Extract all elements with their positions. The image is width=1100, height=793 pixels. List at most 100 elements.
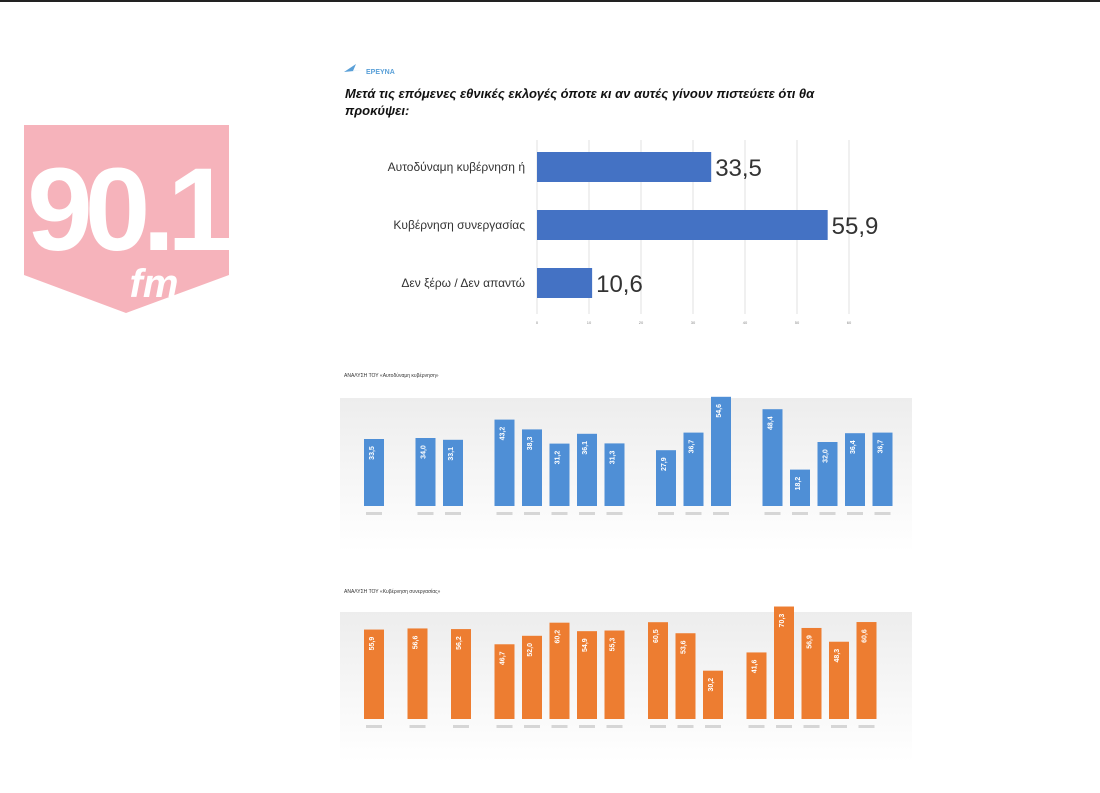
bar-label-g1-0: 34,0 <box>421 445 428 459</box>
bar-label-g3-3: 54,9 <box>582 638 589 652</box>
logo-subtext: fm <box>130 262 179 306</box>
axis-label-placeholder-g0-0 <box>366 512 382 515</box>
bar-1 <box>537 210 828 240</box>
bar-g5-4 <box>856 622 877 719</box>
bar-g4-2 <box>703 670 723 719</box>
axis-label-placeholder-g4-2 <box>705 725 721 728</box>
bar-g3-1 <box>683 432 704 506</box>
bar-label-g3-4: 55,3 <box>610 638 617 652</box>
bar-label-g3-0: 27,9 <box>661 457 668 471</box>
bar-label-g4-0: 48,4 <box>768 416 775 430</box>
radio-logo: 90.1 fm <box>24 125 229 313</box>
bar-g4-3 <box>845 433 865 506</box>
bar-g4-1 <box>675 633 696 719</box>
axis-label-placeholder-g4-1 <box>792 512 808 515</box>
axis-label-placeholder-g5-2 <box>803 725 820 728</box>
breakdown-2-chart: 55,9 56,6 56,2 46,7 52,0 60,2 54,9 55,3 60,5 53,6… <box>364 606 877 728</box>
bar-label-g5-0: 41,6 <box>752 660 759 674</box>
axis-label-placeholder-g4-0 <box>650 725 666 728</box>
bar-label-g5-3: 48,3 <box>834 649 841 663</box>
axis-label-placeholder-g1-1 <box>445 512 461 515</box>
bar-g1-0 <box>407 628 428 719</box>
axis-label-placeholder-g3-2 <box>551 725 568 728</box>
bar-g5-0 <box>746 652 767 719</box>
axis-label-placeholder-g2-1 <box>524 512 540 515</box>
bar-value-label-2: 10,6 <box>596 271 643 298</box>
axis-label-placeholder-g4-4 <box>874 512 891 515</box>
bar-label-g5-4: 60,6 <box>862 629 869 643</box>
pollster-logo: ΕΡΕΥΝΑ <box>344 64 395 76</box>
x-tick-label-6: 60 <box>847 320 852 325</box>
bar-label-g2-1: 38,3 <box>527 436 534 450</box>
bar-label-g5-1: 70,3 <box>779 614 786 628</box>
bar-0 <box>537 152 712 182</box>
main-question: Μετά τις επόμενες εθνικές εκλογές όποτε … <box>345 86 815 118</box>
bar-label-g3-2: 60,2 <box>555 630 562 644</box>
bar-label-g2-3: 36,1 <box>582 441 589 455</box>
bar-label-g4-0: 60,5 <box>653 629 660 643</box>
bar-g1-1 <box>443 439 463 506</box>
axis-label-placeholder-g3-4 <box>606 725 623 728</box>
axis-label-placeholder-g5-4 <box>858 725 875 728</box>
bar-g5-3 <box>829 641 849 719</box>
bar-label-g3-1: 36,7 <box>689 440 696 454</box>
axis-label-placeholder-g2-0 <box>453 725 469 728</box>
bar-g3-2 <box>549 622 570 719</box>
bar-g4-0 <box>762 409 783 506</box>
bar-label-g5-2: 56,9 <box>807 635 814 649</box>
bar-value-label-1: 55,9 <box>832 213 879 240</box>
bar-g2-2 <box>549 443 570 506</box>
axis-label-placeholder-g1-0 <box>417 512 434 515</box>
axis-label-placeholder-g3-2 <box>713 512 729 515</box>
main-bar-chart: 0 10 20 30 40 50 60 Αυτοδύναμη κυβέρνηση ή 33,5 Κ… <box>388 140 879 325</box>
axis-label-placeholder-g4-3 <box>847 512 863 515</box>
axis-label-placeholder-g5-3 <box>831 725 847 728</box>
bar-label-g2-0: 56,2 <box>456 636 463 650</box>
bar-g2-3 <box>577 433 597 506</box>
bar-value-label-0: 33,5 <box>715 155 762 182</box>
logo-badge-shape <box>24 125 229 313</box>
bar-label-g4-2: 32,0 <box>823 449 830 463</box>
breakdown-2-title: ΑΝΑΛΥΣΗ ΤΟΥ «Κυβέρνηση συνεργασίας» <box>344 589 441 595</box>
bar-label-g2-4: 31,3 <box>610 450 617 464</box>
bar-g3-2 <box>711 396 731 506</box>
x-tick-label-2: 20 <box>639 320 644 325</box>
bar-g1-0 <box>415 438 436 506</box>
bar-g2-4 <box>604 443 625 506</box>
axis-label-placeholder-g3-0 <box>658 512 674 515</box>
bar-g3-0 <box>656 450 676 506</box>
x-tick-label-1: 10 <box>587 320 592 325</box>
axis-label-placeholder-g3-1 <box>524 725 540 728</box>
bar-g0-0 <box>364 439 384 506</box>
bar-g5-1 <box>774 606 794 719</box>
logo-text: 90.1 <box>27 144 229 276</box>
pollster-arrow-icon <box>344 64 364 72</box>
bar-g4-0 <box>648 622 668 719</box>
bar-g2-0 <box>451 629 471 719</box>
x-tick-label-0: 0 <box>536 320 539 325</box>
breakdown-1-title: ΑΝΑΛΥΣΗ ΤΟΥ «Αυτοδύναμη κυβέρνηση» <box>344 373 439 379</box>
bar-g5-2 <box>801 627 822 719</box>
bar-label-g4-4: 36,7 <box>878 440 885 454</box>
axis-label-placeholder-g3-3 <box>579 725 595 728</box>
axis-label-placeholder-g4-2 <box>819 512 836 515</box>
bar-label-g0-0: 33,5 <box>369 446 376 460</box>
bar-label-g3-1: 52,0 <box>527 643 534 657</box>
bar-g3-1 <box>522 635 542 719</box>
axis-label-placeholder-g2-0 <box>496 512 513 515</box>
bar-label-g4-3: 36,4 <box>850 440 857 454</box>
bar-g2-1 <box>522 429 542 506</box>
bar-g3-3 <box>577 631 597 719</box>
bar-label-g4-1: 53,6 <box>681 640 688 654</box>
bar-2 <box>537 268 593 298</box>
x-tick-label-3: 30 <box>691 320 696 325</box>
category-label-0: Αυτοδύναμη κυβέρνηση ή <box>388 160 525 174</box>
axis-label-placeholder-g4-1 <box>677 725 694 728</box>
bar-g0-0 <box>364 629 384 719</box>
axis-label-placeholder-g3-1 <box>685 512 702 515</box>
axis-label-placeholder-g2-4 <box>606 512 623 515</box>
axis-label-placeholder-g1-0 <box>409 725 426 728</box>
bar-g3-4 <box>604 630 625 719</box>
bar-label-g2-2: 31,2 <box>555 451 562 465</box>
pollster-name: ΕΡΕΥΝΑ <box>366 69 395 76</box>
